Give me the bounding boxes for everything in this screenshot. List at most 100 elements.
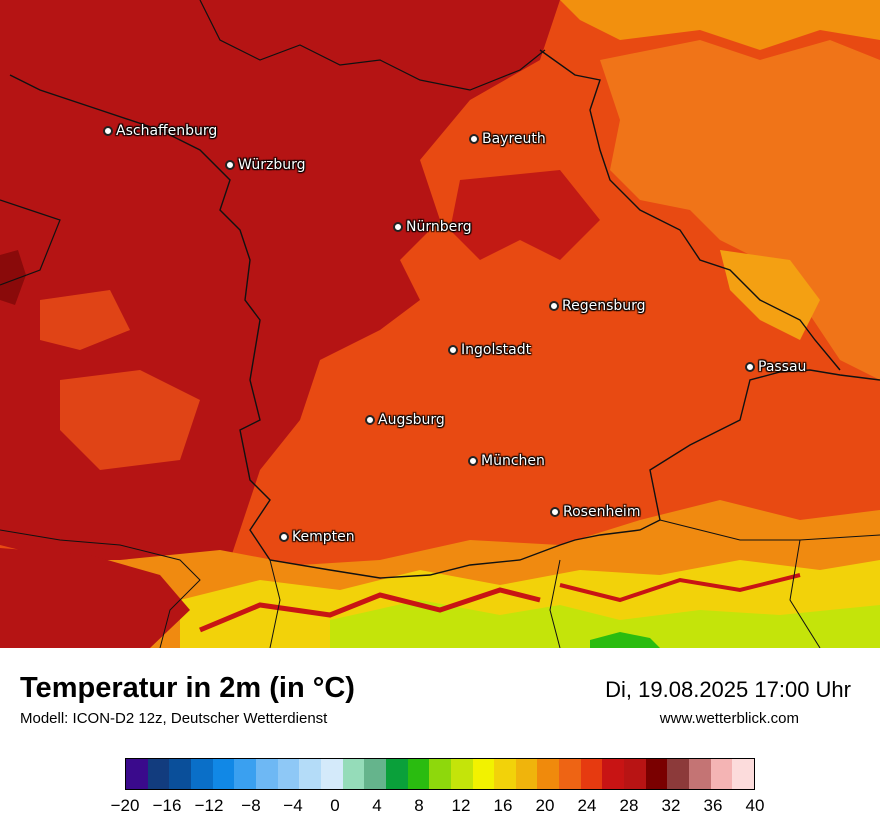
field-hot-center (450, 170, 600, 260)
temperature-map (0, 0, 880, 648)
city-dot-icon (745, 362, 755, 372)
border-czech (539, 49, 841, 371)
color-scale-cell (667, 759, 690, 789)
model-source: Modell: ICON-D2 12z, Deutscher Wetterdie… (20, 710, 328, 727)
city-marker: Rosenheim (550, 504, 640, 520)
color-scale-cell (645, 759, 668, 789)
color-scale-tick-label: 28 (619, 796, 639, 815)
city-dot-icon (393, 222, 403, 232)
border-sw (0, 529, 201, 648)
color-scale-cell (255, 759, 278, 789)
color-scale-cell (364, 759, 386, 789)
city-marker: Kempten (279, 529, 355, 545)
color-scale-cell (472, 759, 495, 789)
color-scale-cell (190, 759, 213, 789)
color-scale-cell (689, 759, 711, 789)
color-scale-tick-label: 0 (330, 796, 340, 815)
color-scale-cell (537, 759, 560, 789)
city-marker: Ingolstadt (448, 342, 531, 358)
field-alps-lime (330, 600, 880, 648)
city-marker: Nürnberg (393, 219, 472, 235)
color-scale-cell (710, 759, 733, 789)
color-scale-tick-label: 32 (661, 796, 681, 815)
color-scale-cell (515, 759, 538, 789)
field-alps-green (590, 632, 660, 648)
border-north (199, 0, 546, 91)
color-scale-tick-label: 16 (493, 796, 513, 815)
map-title: Temperatur in 2m (in °C) (20, 672, 355, 704)
city-dot-icon (550, 507, 560, 517)
color-scale-cell (234, 759, 256, 789)
city-marker: Passau (745, 359, 806, 375)
color-scale-cell (559, 759, 581, 789)
color-scale-cell (732, 759, 755, 789)
forecast-datetime: Di, 19.08.2025 17:00 Uhr (605, 677, 851, 702)
color-scale-cell (299, 759, 321, 789)
color-scale-cell (407, 759, 430, 789)
city-label: Rosenheim (563, 504, 641, 520)
city-marker: Würzburg (225, 157, 305, 173)
color-scale-cell (429, 759, 451, 789)
color-scale-tick-label: 20 (535, 796, 555, 815)
field-sw-dark (0, 548, 190, 648)
color-scale-tick-label: 12 (451, 796, 471, 815)
color-scale-tick-label: −4 (283, 796, 303, 815)
field-alps-red-ridge-2 (559, 573, 801, 603)
border-bavaria (9, 74, 880, 579)
city-label: Regensburg (562, 298, 646, 314)
field-light-patch-2 (40, 290, 130, 350)
field-ne-top (560, 0, 880, 50)
color-scale-tick-label: −12 (194, 796, 224, 815)
color-scale-tick-label: −8 (241, 796, 261, 815)
color-scale-cell (126, 759, 148, 789)
city-marker: Aschaffenburg (103, 123, 217, 139)
website-link[interactable]: www.wetterblick.com (659, 710, 799, 727)
field-light-patch-1 (60, 370, 200, 470)
color-scale-cell (212, 759, 235, 789)
city-label: München (481, 453, 545, 469)
border-tyrol (269, 539, 821, 648)
city-dot-icon (103, 126, 113, 136)
color-scale-tick-label: 40 (745, 796, 765, 815)
color-scale-tick-label: −20 (110, 796, 140, 815)
color-scale-cell (602, 759, 625, 789)
city-label: Würzburg (238, 157, 306, 173)
color-scale-cell (494, 759, 516, 789)
color-scale-cell (147, 759, 170, 789)
color-scale-ticks: −20 −16 −12 −8 −4 0 4 8 12 16 20 24 28 32 36 40 (111, 796, 765, 820)
color-scale-cell (580, 759, 603, 789)
border-austria (659, 519, 880, 541)
color-scale-tick-label: −16 (152, 796, 182, 815)
color-scale-cell (385, 759, 408, 789)
city-dot-icon (365, 415, 375, 425)
city-label: Kempten (292, 529, 355, 545)
city-dot-icon (279, 532, 289, 542)
city-dot-icon (225, 160, 235, 170)
color-scale-cell (277, 759, 300, 789)
border-west (0, 199, 61, 286)
city-marker: Bayreuth (469, 131, 546, 147)
city-dot-icon (468, 456, 478, 466)
color-scale-cell (624, 759, 646, 789)
color-scale-bar (125, 758, 755, 790)
color-scale-cell (320, 759, 343, 789)
color-scale-cell (450, 759, 473, 789)
city-marker: Regensburg (549, 298, 646, 314)
city-dot-icon (448, 345, 458, 355)
city-label: Ingolstadt (461, 342, 532, 358)
city-label: Aschaffenburg (116, 123, 218, 139)
field-alps-red-ridge-1 (199, 587, 541, 633)
city-dot-icon (549, 301, 559, 311)
color-scale-tick-label: 24 (577, 796, 597, 815)
city-dot-icon (469, 134, 479, 144)
city-label: Passau (758, 359, 807, 375)
temperature-field (0, 0, 880, 648)
city-label: Augsburg (378, 412, 445, 428)
city-marker: München (468, 453, 545, 469)
color-scale-tick-label: 8 (414, 796, 424, 815)
city-label: Nürnberg (406, 219, 472, 235)
color-scale-cell (169, 759, 191, 789)
city-marker: Augsburg (365, 412, 445, 428)
field-hot-west-spot (0, 250, 26, 305)
color-scale-tick-label: 4 (372, 796, 382, 815)
